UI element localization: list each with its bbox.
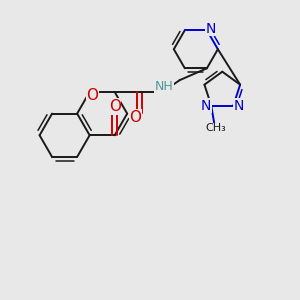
Text: N: N [205, 22, 216, 36]
Text: N: N [233, 99, 244, 112]
Text: CH₃: CH₃ [205, 124, 226, 134]
Text: NH: NH [155, 80, 174, 93]
Text: N: N [201, 99, 211, 112]
Text: O: O [129, 110, 141, 125]
Text: O: O [109, 99, 121, 114]
Text: O: O [87, 88, 99, 103]
